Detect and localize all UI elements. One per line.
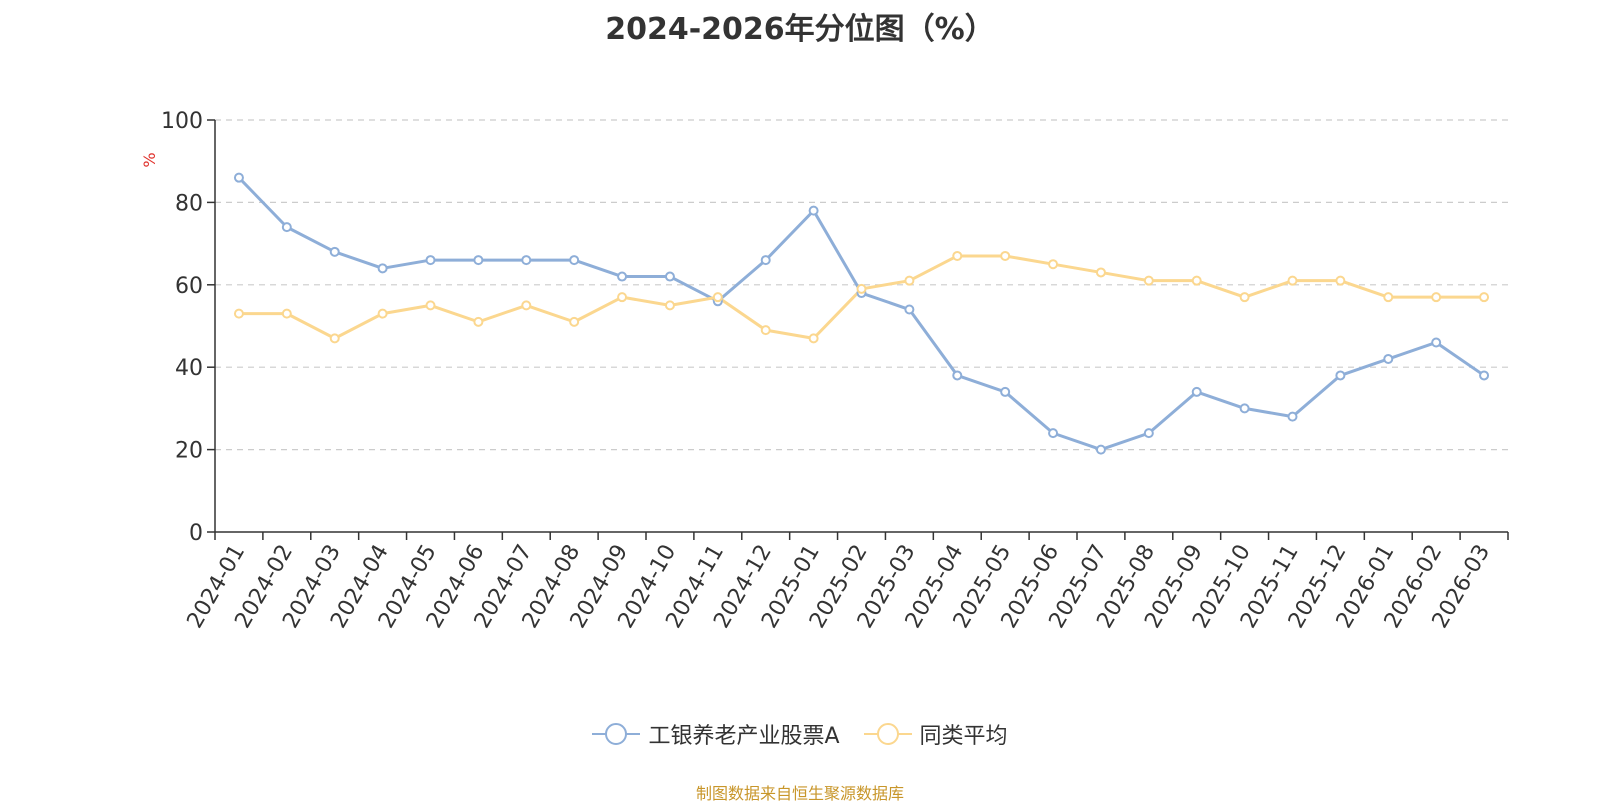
data-point-1 <box>473 316 484 327</box>
y-tick-label: 20 <box>175 439 203 464</box>
data-point-0 <box>425 255 436 266</box>
data-point-0 <box>760 255 771 266</box>
chart-title: 2024-2026年分位图（%） <box>605 12 995 47</box>
y-tick-label: 80 <box>175 191 203 216</box>
data-point-0 <box>1431 337 1442 348</box>
legend-label-peer-average: 同类平均 <box>919 724 1008 749</box>
data-point-0 <box>473 255 484 266</box>
data-point-0 <box>521 255 532 266</box>
legend-item-peer-average[interactable]: 同类平均 <box>863 718 1008 750</box>
data-point-1 <box>329 333 340 344</box>
data-point-0 <box>617 271 628 282</box>
data-point-0 <box>569 255 580 266</box>
data-point-1 <box>1335 275 1346 286</box>
series-line-0 <box>237 176 1485 452</box>
data-point-1 <box>1287 275 1298 286</box>
legend-marker-icon <box>863 723 912 745</box>
data-point-1 <box>664 300 675 311</box>
data-point-0 <box>1095 444 1106 455</box>
data-point-0 <box>329 246 340 257</box>
data-point-1 <box>377 308 388 319</box>
data-point-1 <box>856 283 867 294</box>
data-point-0 <box>664 271 675 282</box>
x-axis-ticks: 2024-012024-022024-032024-042024-052024-… <box>183 532 1509 633</box>
data-point-1 <box>1479 292 1490 303</box>
data-point-1 <box>1239 292 1250 303</box>
legend-marker-icon <box>592 723 641 745</box>
y-tick-label: 40 <box>175 356 203 381</box>
data-point-0 <box>1383 353 1394 364</box>
data-point-0 <box>1239 403 1250 414</box>
data-point-0 <box>377 263 388 274</box>
y-axis-ticks: 0 20 40 60 80 100 <box>161 109 215 546</box>
data-point-0 <box>1000 386 1011 397</box>
data-point-0 <box>1335 370 1346 381</box>
series-group <box>233 172 1490 455</box>
legend-label-fund: 工银养老产业股票A <box>648 724 840 749</box>
axes <box>214 120 1508 533</box>
data-point-1 <box>952 250 963 261</box>
data-point-0 <box>281 222 292 233</box>
data-point-1 <box>808 333 819 344</box>
data-point-1 <box>281 308 292 319</box>
data-point-1 <box>712 292 723 303</box>
data-point-1 <box>521 300 532 311</box>
y-tick-label: 100 <box>161 109 203 134</box>
data-point-1 <box>1143 275 1154 286</box>
data-point-0 <box>1143 428 1154 439</box>
data-point-0 <box>808 205 819 216</box>
data-point-0 <box>1191 386 1202 397</box>
data-point-0 <box>1048 428 1059 439</box>
data-point-1 <box>1048 259 1059 270</box>
y-axis-label: % <box>140 152 159 167</box>
data-point-1 <box>1383 292 1394 303</box>
data-point-0 <box>233 172 244 183</box>
data-point-1 <box>569 316 580 327</box>
data-source-note: 制图数据来自恒生聚源数据库 <box>695 784 904 803</box>
data-point-1 <box>233 308 244 319</box>
data-point-0 <box>904 304 915 315</box>
data-point-0 <box>1479 370 1490 381</box>
data-point-1 <box>904 275 915 286</box>
y-tick-label: 0 <box>189 521 203 546</box>
data-point-1 <box>1000 250 1011 261</box>
data-point-1 <box>760 325 771 336</box>
legend-item-fund[interactable]: 工银养老产业股票A <box>592 718 840 750</box>
data-point-1 <box>617 292 628 303</box>
data-point-1 <box>1191 275 1202 286</box>
data-point-1 <box>1095 267 1106 278</box>
y-tick-label: 60 <box>175 274 203 299</box>
data-point-1 <box>425 300 436 311</box>
legend: 工银养老产业股票A 同类平均 <box>0 718 1600 750</box>
data-point-0 <box>1287 411 1298 422</box>
data-point-0 <box>952 370 963 381</box>
data-point-1 <box>1431 292 1442 303</box>
